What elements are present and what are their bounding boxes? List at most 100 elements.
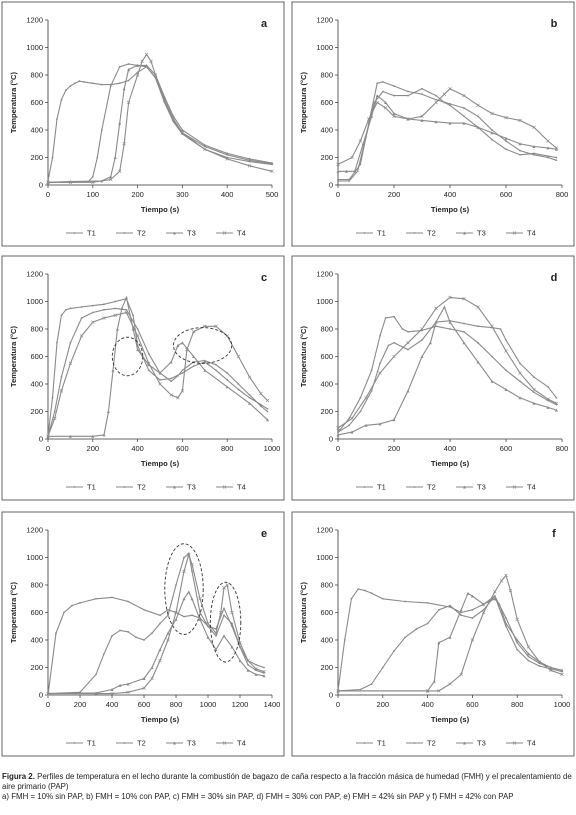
data-point: [516, 642, 518, 644]
data-point: [554, 401, 559, 405]
data-point: [92, 311, 94, 314]
y-tick-label: 200: [30, 663, 43, 672]
data-point: [494, 595, 496, 597]
y-tick-label: 1200: [316, 16, 333, 25]
data-point: [336, 433, 340, 437]
data-point: [190, 597, 194, 601]
panel-frame: [291, 255, 575, 501]
data-point: [127, 600, 129, 603]
data-point: [68, 434, 72, 438]
data-point: [549, 666, 553, 669]
data-point: [518, 118, 522, 123]
y-tick-label: 400: [320, 380, 333, 389]
legend-label: T3: [187, 483, 196, 492]
data-point: [378, 422, 382, 426]
y-tick-label: 200: [30, 407, 43, 416]
x-tick-label: 600: [466, 700, 479, 709]
data-point: [337, 431, 339, 433]
data-point: [187, 590, 191, 594]
x-tick-label: 0: [336, 444, 340, 453]
data-point: [481, 610, 486, 615]
data-point: [533, 152, 535, 155]
data-point: [127, 63, 130, 65]
legend: T1 T2 T3 T4: [66, 739, 246, 748]
data-point: [124, 310, 129, 315]
data-point: [343, 639, 346, 641]
y-axis-title: Temperatura (°C): [9, 581, 18, 643]
chart-panel-f: 0 200 400 600 800 1000 1200 0 200 400 600 800 1000 Ti…: [291, 511, 575, 757]
data-point: [215, 634, 217, 637]
data-point: [336, 426, 340, 430]
data-point: [381, 80, 384, 83]
data-point: [518, 142, 522, 146]
data-point: [547, 156, 549, 159]
data-point: [407, 348, 409, 351]
data-point: [248, 394, 251, 396]
y-axis-title: Temperatura (°C): [299, 581, 308, 643]
y-tick-label: 600: [320, 98, 333, 107]
data-point: [336, 162, 340, 167]
data-point: [491, 326, 493, 329]
data-point: [91, 320, 95, 324]
legend-label: T2: [427, 483, 436, 492]
data-point: [420, 327, 424, 331]
data-point: [392, 354, 396, 359]
data-point: [555, 403, 558, 406]
x-tick-label: 800: [221, 444, 234, 453]
series-t1: [337, 315, 558, 434]
data-point: [443, 101, 446, 104]
legend-marker: [73, 232, 76, 234]
data-point: [136, 63, 140, 67]
data-point: [111, 368, 115, 372]
data-point: [476, 360, 480, 364]
data-point: [471, 608, 474, 611]
panel-letter: d: [551, 272, 558, 284]
x-tick-label: 0: [46, 700, 50, 709]
data-point: [203, 361, 206, 363]
data-point: [206, 621, 210, 626]
y-axis-title: Temperatura (°C): [9, 71, 18, 133]
data-point: [527, 655, 530, 658]
data-point: [158, 648, 162, 652]
data-point: [145, 63, 149, 67]
data-point: [199, 611, 201, 614]
data-point: [370, 369, 373, 372]
data-point: [79, 334, 84, 338]
x-axis-title: Tiempo (s): [431, 205, 470, 214]
series-t3: [46, 295, 270, 438]
data-point: [103, 653, 105, 655]
data-point: [238, 641, 242, 645]
data-point: [449, 104, 451, 106]
legend-label: T4: [527, 739, 536, 748]
panel-frame: [1, 255, 285, 501]
data-point: [226, 378, 229, 381]
data-point: [504, 622, 508, 625]
data-point: [110, 691, 114, 696]
data-point: [131, 327, 135, 331]
x-tick-label: 400: [444, 190, 457, 199]
data-point: [182, 569, 186, 573]
data-point: [111, 635, 113, 637]
data-point: [69, 85, 72, 87]
data-point: [119, 629, 121, 632]
data-point: [237, 383, 240, 385]
x-tick-label: 1200: [232, 700, 249, 709]
x-tick-label: 600: [176, 444, 189, 453]
data-point: [449, 102, 451, 105]
data-point: [504, 136, 508, 140]
data-point: [230, 610, 234, 615]
data-point: [359, 396, 362, 399]
data-point: [91, 434, 95, 438]
data-point: [101, 129, 103, 131]
data-point: [382, 666, 384, 669]
data-point: [493, 590, 497, 594]
data-point: [68, 180, 73, 184]
data-point: [79, 601, 81, 604]
data-point: [463, 107, 465, 109]
data-point: [143, 639, 145, 641]
data-point: [499, 328, 502, 330]
data-point: [136, 328, 139, 330]
data-point: [384, 317, 387, 319]
data-point: [118, 121, 122, 125]
data-point: [554, 146, 559, 150]
